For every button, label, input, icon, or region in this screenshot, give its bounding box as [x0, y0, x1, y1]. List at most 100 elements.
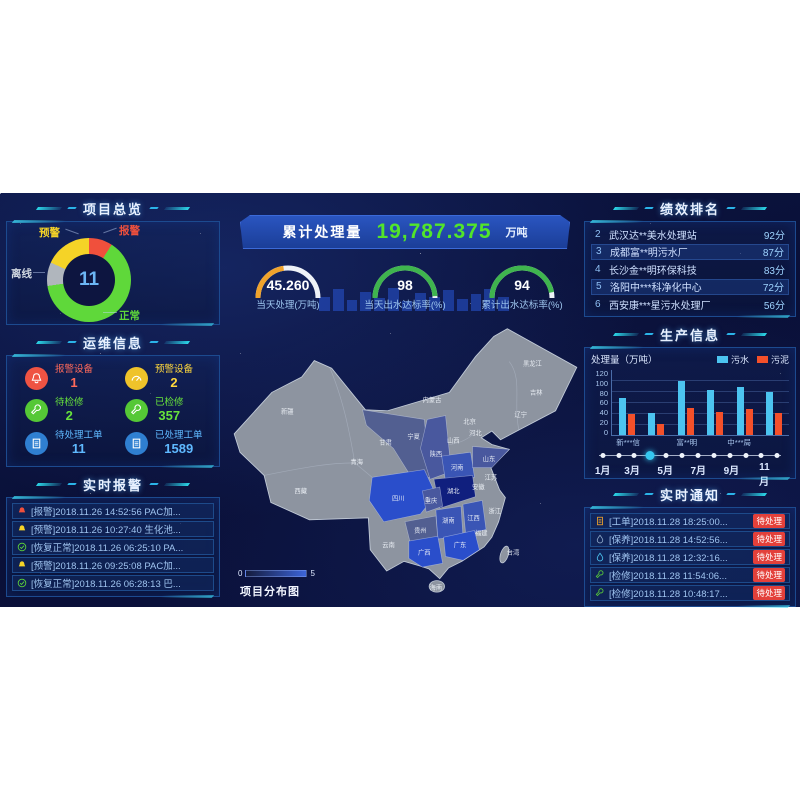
ranking-row[interactable]: 4 长沙金**明环保科技 83分 — [591, 261, 789, 277]
svg-text:西藏: 西藏 — [295, 486, 308, 495]
rank-number: 4 — [595, 263, 601, 275]
alarm-item[interactable]: [恢复正常]2018.11.26 06:25:10 PA... — [12, 539, 214, 555]
title-decoration-icon — [149, 207, 159, 209]
alarm-item[interactable]: [报警]2018.11.26 14:52:56 PAC加... — [12, 503, 214, 519]
pending-badge[interactable]: 待处理 — [753, 586, 785, 600]
donut-leader-line — [33, 272, 45, 273]
pending-badge[interactable]: 待处理 — [753, 568, 785, 582]
timeline-dot[interactable] — [743, 453, 749, 458]
svg-text:台湾: 台湾 — [507, 548, 520, 557]
stat-alarm-devices[interactable]: 报警设备 1 — [13, 363, 113, 394]
gauge-icon — [125, 366, 148, 390]
timeline-dot[interactable] — [663, 453, 669, 458]
legend-item-sludge[interactable]: 污泥 — [756, 353, 789, 366]
stat-label: 预警设备 — [155, 364, 194, 376]
timeline-dot[interactable] — [711, 453, 717, 458]
stat-warning-devices[interactable]: 预警设备 2 — [113, 363, 213, 394]
stat-value: 357 — [158, 407, 181, 423]
timeline-dot[interactable] — [727, 453, 733, 458]
donut-label-warning: 预警 — [39, 227, 60, 239]
alarm-text: [恢复正常]2018.11.26 06:25:10 PA... — [31, 543, 184, 554]
title-decoration-icon — [740, 206, 768, 210]
project-overview-panel: 11 预警 报警 离线 正常 — [6, 221, 220, 325]
worksheet-icon — [125, 432, 148, 456]
ranking-row[interactable]: 5 洛阳中***科净化中心 72分 — [591, 278, 789, 295]
realtime-notice-panel: [工单]2018.11.28 18:25:00... 待处理 [保养]2018.… — [584, 507, 796, 607]
title-decoration-icon — [67, 483, 77, 485]
stat-label: 待检修 — [55, 397, 84, 409]
stat-done-repair[interactable]: 已检修 357 — [113, 396, 213, 427]
highlighted-provinces[interactable] — [362, 409, 510, 568]
x-category: 富**明 — [676, 438, 698, 447]
alarm-text: [恢复正常]2018.11.26 06:28:13 巴... — [31, 579, 181, 590]
notice-item[interactable]: [保养]2018.11.28 14:52:56... 待处理 — [590, 531, 790, 547]
svg-text:福建: 福建 — [475, 528, 488, 537]
rank-number: 2 — [595, 228, 601, 240]
notice-item[interactable]: [检修]2018.11.28 10:48:17... 待处理 — [590, 585, 790, 601]
site-name: 西安康***星污水处理厂 — [609, 300, 711, 312]
gauge-total-compliance: 94 累计出水达标率(%) — [474, 253, 570, 325]
timeline-dot[interactable] — [616, 453, 622, 458]
svg-text:广西: 广西 — [418, 548, 431, 557]
china-map: 黑龙江 吉林 辽宁 内蒙古 北京 河北 山西 山东 河南 陕西 宁夏 甘肃 青海… — [224, 321, 586, 598]
notice-item[interactable]: [工单]2018.11.28 18:25:00... 待处理 — [590, 513, 790, 529]
stat-value: 1 — [70, 375, 78, 391]
gauges-row: 45.260 当天处理(万吨) 98 当天出水达标率(%) 94 累计出水达标率… — [224, 253, 586, 325]
alarm-item[interactable]: [预警]2018.11.26 09:25:08 PAC加... — [12, 557, 214, 573]
ranking-row[interactable]: 6 西安康***星污水处理厂 56分 — [591, 296, 789, 312]
hainan-island — [428, 580, 445, 593]
title-decoration-icon — [644, 207, 654, 209]
title-decoration-icon — [149, 341, 159, 343]
title-decoration-icon — [67, 207, 77, 209]
timeline-dot[interactable] — [631, 453, 637, 458]
bar-group — [736, 370, 753, 435]
stat-pending-repair[interactable]: 待检修 2 — [13, 396, 113, 427]
notice-item[interactable]: [保养]2018.11.28 12:32:16... 待处理 — [590, 549, 790, 565]
title-decoration-icon — [35, 482, 63, 486]
svg-text:浙江: 浙江 — [488, 506, 501, 515]
pending-badge[interactable]: 待处理 — [753, 550, 785, 564]
ops-title: 运维信息 — [82, 335, 143, 351]
timeline-active-dot[interactable] — [645, 451, 655, 460]
title-decoration-icon — [163, 206, 191, 210]
svg-text:河南: 河南 — [451, 463, 464, 472]
alarm-item[interactable]: [恢复正常]2018.11.26 06:28:13 巴... — [12, 575, 214, 591]
timeline-dot[interactable] — [774, 453, 780, 458]
timeline-track — [599, 455, 781, 456]
ranking-row[interactable]: 3 成都富**明污水厂 87分 — [591, 243, 789, 260]
stat-value: 1589 — [164, 440, 194, 456]
ops-info-panel: 报警设备 1 预警设备 2 待检修 2 已检修 357 — [6, 355, 220, 467]
legend-item-sewage[interactable]: 污水 — [716, 353, 749, 366]
china-outline[interactable]: 黑龙江 吉林 辽宁 内蒙古 北京 河北 山西 山东 河南 陕西 宁夏 甘肃 青海… — [233, 328, 578, 593]
bar-污水 — [648, 413, 656, 435]
province-labels: 黑龙江 吉林 辽宁 内蒙古 北京 河北 山西 山东 河南 陕西 宁夏 甘肃 青海… — [281, 358, 543, 591]
realtime-alarm-panel: [报警]2018.11.26 14:52:56 PAC加... [预警]2018… — [6, 497, 220, 597]
stat-done-worksheets[interactable]: 已处理工单 1589 — [113, 428, 213, 459]
timeline-labels: 1月 3月 5月 7月 9月 11月 — [594, 462, 770, 488]
timeline-dot[interactable] — [695, 453, 701, 458]
notice-item[interactable]: [检修]2018.11.28 11:54:06... 待处理 — [590, 567, 790, 583]
notice-text: [检修]2018.11.28 11:54:06... — [609, 571, 727, 582]
section-title-overview: 项目总览 — [6, 199, 220, 217]
legend-label: 污泥 — [770, 354, 789, 365]
score: 72分 — [762, 283, 784, 294]
ranking-row[interactable]: 2 武汉达**美水处理站 92分 — [591, 226, 789, 242]
pending-badge[interactable]: 待处理 — [753, 514, 785, 528]
legend-swatch — [756, 355, 768, 363]
wrench-icon — [25, 399, 48, 423]
pending-badge[interactable]: 待处理 — [753, 532, 785, 546]
notices-title: 实时通知 — [659, 487, 720, 503]
stat-pending-worksheets[interactable]: 待处理工单 11 — [13, 428, 113, 459]
timeline-dot[interactable] — [758, 453, 764, 458]
legend-swatch — [716, 355, 728, 363]
score: 92分 — [763, 230, 785, 242]
svg-text:四川: 四川 — [392, 494, 405, 502]
title-decoration-icon — [163, 340, 191, 344]
svg-text:海南: 海南 — [430, 582, 443, 591]
timeline-dot[interactable] — [600, 453, 606, 458]
timeline-dot[interactable] — [679, 453, 685, 458]
score: 56分 — [763, 300, 785, 312]
alarm-item[interactable]: [预警]2018.11.26 10:27:40 生化池... — [12, 521, 214, 537]
status-donut-chart[interactable]: 11 — [47, 238, 131, 322]
bar-污水 — [766, 391, 774, 435]
